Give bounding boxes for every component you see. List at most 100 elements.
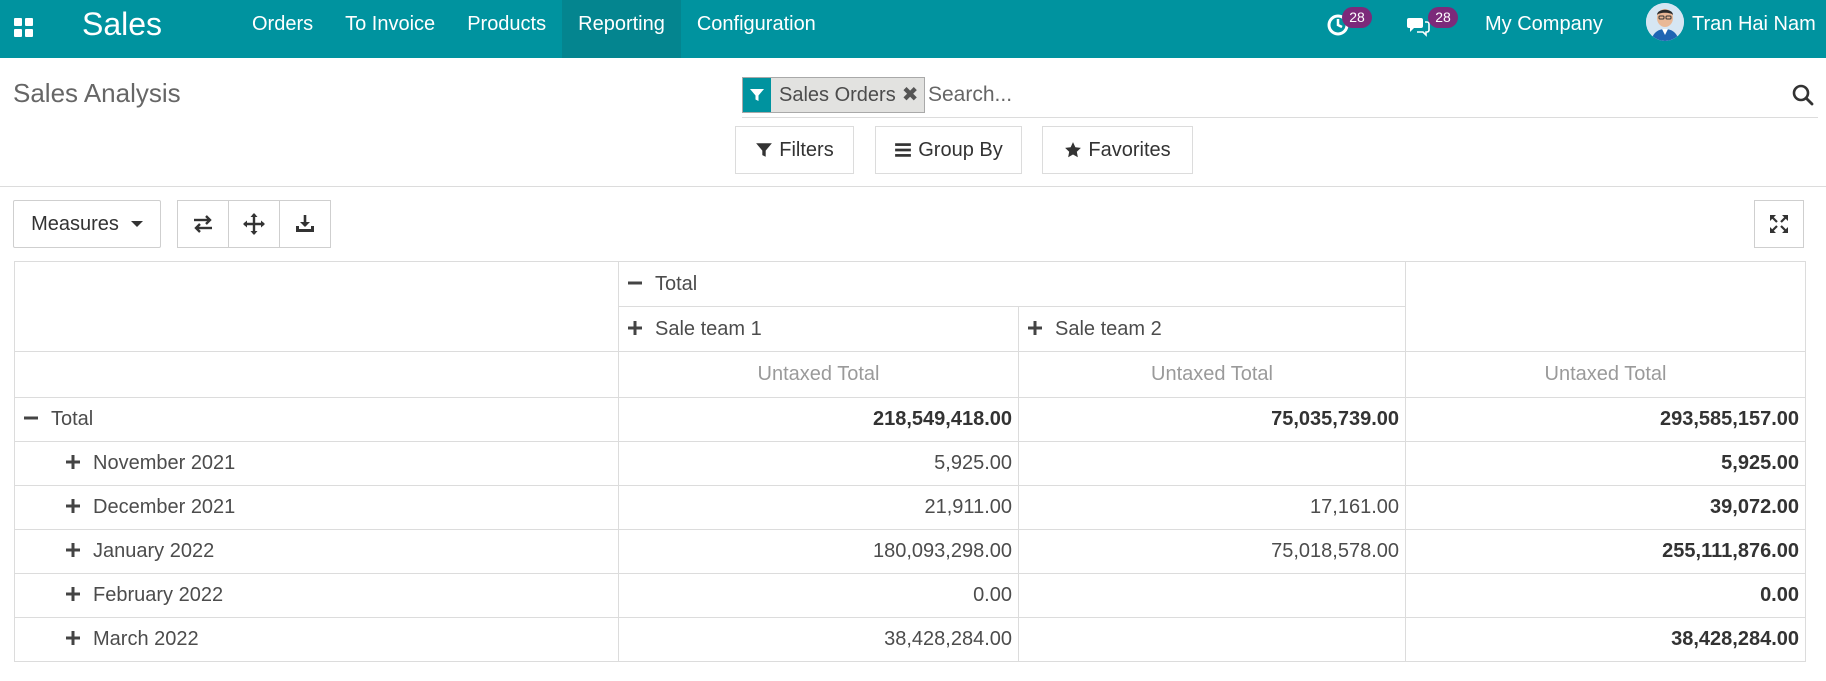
table-cell[interactable]: 293,585,157.00 [1405, 397, 1806, 442]
table-cell[interactable]: 5,925.00 [618, 441, 1019, 486]
menu-products[interactable]: Products [467, 13, 547, 35]
messages-menu[interactable]: 28 [1406, 0, 1462, 58]
avatar [1646, 3, 1684, 41]
row-header-label: November 2021 [93, 452, 236, 474]
filters-button[interactable]: Filters [735, 126, 854, 174]
pivot-tools [177, 200, 331, 248]
table-row: November 2021 5,925.00 5,925.00 [14, 441, 1806, 486]
table-cell[interactable]: 39,072.00 [1405, 485, 1806, 530]
table-cell[interactable]: 75,018,578.00 [1018, 529, 1406, 574]
download-button[interactable] [279, 200, 331, 248]
col-header-total-label: Total [655, 272, 698, 295]
group-by-label: Group By [918, 138, 1003, 161]
page-title: Sales Analysis [13, 78, 181, 108]
facet-label: Sales Orders [779, 84, 896, 106]
group-by-button[interactable]: Group By [875, 126, 1022, 174]
table-cell[interactable]: 0.00 [618, 573, 1019, 618]
control-panel-divider [0, 186, 1826, 187]
col-header-sale-team-1[interactable]: Sale team 1 [618, 306, 1019, 352]
pivot-corner [14, 261, 619, 352]
user-name: Tran Hai Nam [1692, 13, 1816, 35]
col-header-sale-team-2[interactable]: Sale team 2 [1018, 306, 1406, 352]
table-cell[interactable] [1018, 617, 1406, 662]
col-header-label: Sale team 2 [1055, 317, 1162, 340]
filter-icon [743, 78, 771, 112]
search-icon[interactable] [1788, 80, 1818, 110]
row-header-total-label: Total [51, 408, 94, 430]
row-header-label: January 2022 [93, 540, 215, 562]
main-menu: Orders To Invoice Products Reporting Con… [236, 0, 832, 58]
table-cell[interactable] [1018, 441, 1406, 486]
menu-configuration[interactable]: Configuration [696, 13, 816, 35]
favorites-label: Favorites [1088, 138, 1171, 161]
table-cell[interactable]: 21,911.00 [618, 485, 1019, 530]
plus-icon [627, 320, 643, 336]
table-cell[interactable]: 255,111,876.00 [1405, 529, 1806, 574]
table-cell[interactable] [1018, 573, 1406, 618]
col-header-label: Sale team 1 [655, 317, 762, 340]
list-icon [895, 143, 912, 157]
table-row: March 2022 38,428,284.00 38,428,284.00 [14, 617, 1806, 662]
measure-corner [14, 351, 619, 398]
fullscreen-button[interactable] [1754, 200, 1804, 248]
row-header[interactable]: February 2022 [14, 573, 619, 618]
search-input[interactable] [928, 78, 1628, 112]
facet-remove-icon[interactable]: ✖ [901, 84, 919, 106]
caret-down-icon [130, 221, 143, 227]
row-header-label: December 2021 [93, 496, 236, 518]
filters-label: Filters [779, 138, 834, 161]
measure-header[interactable]: Untaxed Total [1018, 351, 1406, 398]
measures-label: Measures [31, 212, 119, 235]
pivot-table: Total Sale team 1 Sale team 2 Untaxed To… [14, 261, 1806, 662]
plus-icon [1027, 320, 1043, 336]
expand-all-button[interactable] [228, 200, 280, 248]
filter-icon [756, 143, 773, 157]
minus-icon [627, 275, 643, 291]
row-header-label: February 2022 [93, 584, 224, 606]
row-header-total[interactable]: Total [14, 397, 619, 442]
exchange-icon [194, 215, 212, 233]
apps-menu-icon[interactable] [10, 14, 38, 42]
search-bar: Sales Orders ✖ [742, 74, 1818, 118]
measure-header[interactable]: Untaxed Total [618, 351, 1019, 398]
activities-menu[interactable]: 28 [1326, 0, 1376, 58]
menu-orders[interactable]: Orders [252, 13, 314, 35]
search-facet: Sales Orders ✖ [742, 77, 925, 113]
chat-icon [1407, 18, 1430, 37]
flip-axis-button[interactable] [177, 200, 229, 248]
download-icon [296, 215, 314, 232]
row-header-label: March 2022 [93, 628, 199, 650]
table-cell[interactable]: 38,428,284.00 [1405, 617, 1806, 662]
favorites-button[interactable]: Favorites [1042, 126, 1193, 174]
measures-dropdown[interactable]: Measures [13, 200, 161, 248]
star-icon [1065, 142, 1082, 158]
row-header[interactable]: March 2022 [14, 617, 619, 662]
app-brand[interactable]: Sales [82, 6, 163, 42]
minus-icon [23, 410, 39, 426]
row-header[interactable]: January 2022 [14, 529, 619, 574]
row-header[interactable]: December 2021 [14, 485, 619, 530]
table-cell[interactable]: 0.00 [1405, 573, 1806, 618]
row-header[interactable]: November 2021 [14, 441, 619, 486]
table-row: January 2022 180,093,298.00 75,018,578.0… [14, 529, 1806, 574]
messages-badge: 28 [1428, 7, 1458, 28]
plus-icon [65, 454, 81, 470]
table-cell[interactable]: 180,093,298.00 [618, 529, 1019, 574]
plus-icon [65, 498, 81, 514]
user-menu[interactable]: Tran Hai Nam [1646, 0, 1824, 58]
table-cell[interactable]: 38,428,284.00 [618, 617, 1019, 662]
table-row: December 2021 21,911.00 17,161.00 39,072… [14, 485, 1806, 530]
table-cell[interactable]: 75,035,739.00 [1018, 397, 1406, 442]
arrows-icon [243, 213, 265, 235]
table-cell[interactable]: 5,925.00 [1405, 441, 1806, 486]
company-switcher[interactable]: My Company [1485, 13, 1603, 35]
table-cell[interactable]: 218,549,418.00 [618, 397, 1019, 442]
measure-header[interactable]: Untaxed Total [1405, 351, 1806, 398]
menu-to-invoice[interactable]: To Invoice [345, 13, 436, 35]
expand-icon [1770, 215, 1788, 233]
plus-icon [65, 542, 81, 558]
table-cell[interactable]: 17,161.00 [1018, 485, 1406, 530]
menu-reporting[interactable]: Reporting [562, 0, 681, 58]
col-header-total[interactable]: Total [618, 261, 1406, 307]
activities-badge: 28 [1342, 7, 1372, 28]
